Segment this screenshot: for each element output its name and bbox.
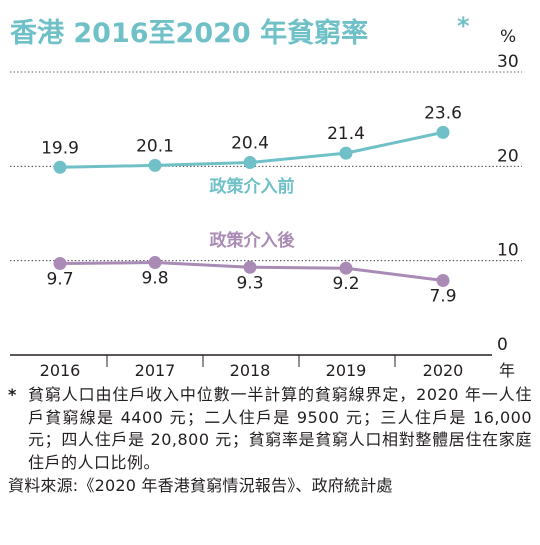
data-point — [436, 273, 450, 287]
title-asterisk: * — [457, 12, 470, 40]
data-point — [53, 160, 67, 174]
data-label: 7.9 — [429, 286, 456, 306]
data-point — [148, 256, 162, 270]
data-label: 9.7 — [46, 269, 73, 289]
x-tick-label: 2016 — [40, 361, 81, 380]
data-label: 19.9 — [41, 138, 79, 158]
data-label: 20.4 — [231, 134, 269, 154]
gridlines: 0 10 20 30 — [10, 52, 522, 355]
x-tick-label: 2020 — [423, 361, 464, 380]
series-label-1: 政策介入前 — [210, 176, 295, 197]
definition-note: * 貧窮人口由住戶收入中位數一半計算的貧窮線界定，2020 年一人住戶貧窮線是 … — [8, 384, 532, 474]
data-point — [148, 158, 162, 172]
source-note: 資料來源:《2020 年香港貧窮情況報告》、政府統計處 — [8, 476, 393, 495]
data-label: 9.2 — [332, 274, 359, 294]
footnotes: * 貧窮人口由住戶收入中位數一半計算的貧窮線界定，2020 年一人住戶貧窮線是 … — [8, 384, 532, 498]
data-label: 23.6 — [424, 103, 462, 123]
x-tick-label: 2018 — [230, 361, 271, 380]
data-point — [436, 125, 450, 139]
data-point — [243, 260, 257, 274]
y-tick-label: 10 — [497, 241, 519, 261]
data-point — [243, 156, 257, 170]
chart-title: 香港 2016至2020 年貧窮率 — [10, 17, 368, 49]
series-group: 19.9 20.1 20.4 21.4 23.6 政策介入前 9.7 9.8 9.3 9.2 7.9… — [41, 103, 462, 306]
data-label: 9.3 — [236, 273, 263, 293]
note-asterisk: * — [8, 385, 17, 404]
x-axis-unit: 年 — [499, 361, 515, 380]
data-label: 20.1 — [136, 136, 174, 156]
data-label: 9.8 — [141, 269, 168, 289]
y-tick-label: 30 — [497, 52, 519, 72]
y-tick-label: 20 — [497, 146, 519, 166]
data-point — [53, 256, 67, 270]
data-point — [339, 146, 353, 160]
note-text: 貧窮人口由住戶收入中位數一半計算的貧窮線界定，2020 年一人住戶貧窮線是 44… — [28, 385, 532, 472]
data-point — [339, 261, 353, 275]
data-label: 21.4 — [327, 124, 365, 144]
series-label-2: 政策介入後 — [210, 230, 296, 251]
x-tick-label: 2017 — [135, 361, 176, 380]
y-tick-label: 0 — [497, 335, 508, 355]
y-axis-unit: % — [500, 27, 516, 47]
x-axis: 2016 2017 2018 2019 2020 年 — [10, 354, 515, 380]
x-tick-label: 2019 — [326, 361, 367, 380]
